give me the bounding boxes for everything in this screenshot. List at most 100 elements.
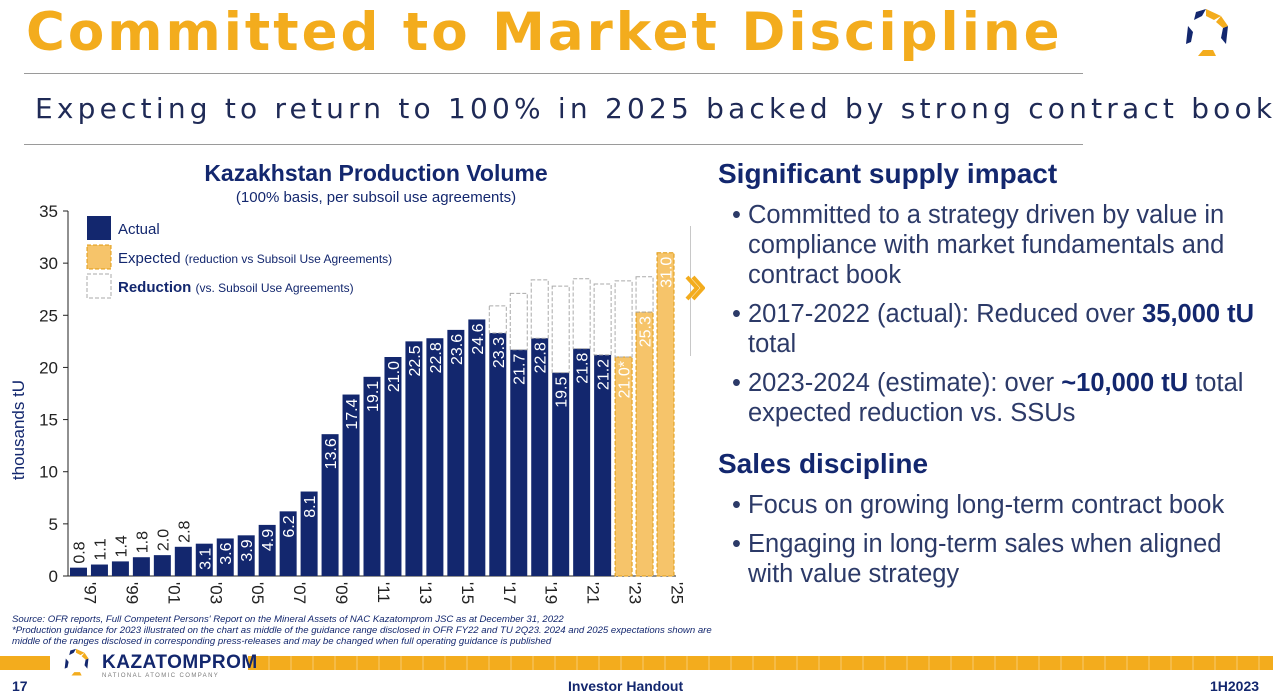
bar-value-label: 8.1 <box>302 495 319 517</box>
legend-swatch-expected <box>86 244 112 270</box>
production-chart: Kazakhstan Production Volume (100% basis… <box>9 160 687 604</box>
x-tick-label: '07 <box>290 582 309 604</box>
bar-value-label: 22.8 <box>533 342 550 373</box>
brand-logo-icon <box>64 648 89 676</box>
bar-value-label: 21.7 <box>512 354 529 385</box>
bar-value-label: 13.6 <box>323 438 340 469</box>
bar-value-label: 6.2 <box>281 515 298 537</box>
bar-value-label: 4.9 <box>260 529 277 551</box>
sales-list: Focus on growing long-term contract book… <box>732 490 1258 589</box>
bar-reduction <box>488 305 507 334</box>
x-tick-label: '09 <box>332 582 351 604</box>
bar-value-label: 19.5 <box>554 377 571 408</box>
bar-actual <box>174 546 192 576</box>
x-tick-label: '99 <box>122 582 141 604</box>
y-tick-label: 20 <box>39 358 58 377</box>
bar-actual <box>405 341 423 576</box>
supply-bullet-strategy: Committed to a strategy driven by value … <box>732 200 1258 290</box>
top-rule <box>24 73 1083 74</box>
x-tick-label: '05 <box>248 582 267 604</box>
bar-reduction <box>572 278 591 350</box>
legend-label-reduction: Reduction (vs. Subsoil Use Agreements) <box>118 279 354 296</box>
x-tick-label: '19 <box>542 582 561 604</box>
y-axis-label: thousands tU <box>9 380 28 480</box>
legend-reduction-note: (vs. Subsoil Use Agreements) <box>196 281 354 295</box>
chevron-right-icon <box>685 275 705 301</box>
subtitle-rule <box>24 144 1083 145</box>
brand-tagline: NATIONAL ATOMIC COMPANY <box>102 673 220 679</box>
x-tick-label: '01 <box>164 582 183 604</box>
bar-actual <box>489 333 507 576</box>
footer-center-label: Investor Handout <box>568 678 684 694</box>
y-tick-label: 15 <box>39 411 58 430</box>
bar-actual <box>468 319 486 576</box>
bar-value-label: 2.8 <box>176 520 193 542</box>
legend-swatch-actual <box>87 216 111 240</box>
bar-value-label: 25.3 <box>638 316 655 347</box>
bullet-text: total expected reduction vs. SSUs <box>748 369 1244 427</box>
source-note: Source: OFR reports, Full Competent Pers… <box>12 614 712 647</box>
bar-value-label: 21.8 <box>575 353 592 384</box>
legend-expected-title: Expected <box>118 250 181 267</box>
bullet-highlight: 35,000 tU <box>1142 300 1255 328</box>
bar-value-label: 31.0 <box>659 257 676 288</box>
chart-divider <box>690 226 691 356</box>
footer-period: 1H2023 <box>1210 678 1260 694</box>
supply-bullet-actual: 2017-2022 (actual): Reduced over 35,000 … <box>732 299 1258 359</box>
bar-actual <box>279 511 297 576</box>
x-tick-label: '97 <box>80 582 99 604</box>
bar-actual <box>216 538 234 576</box>
bullet-text: total <box>748 330 797 358</box>
bar-actual <box>594 354 612 576</box>
bar-value-label: 21.2 <box>596 359 613 390</box>
bar-actual <box>426 338 444 576</box>
bar-actual <box>531 338 549 576</box>
bar-actual <box>300 491 318 576</box>
legend-label-actual: Actual <box>118 221 160 238</box>
y-tick-label: 30 <box>39 254 58 273</box>
legend-swatch-reduction <box>86 273 112 299</box>
bar-actual <box>573 348 591 576</box>
bar-value-label: 2.0 <box>155 529 172 551</box>
supply-list: Committed to a strategy driven by value … <box>732 200 1258 428</box>
bar-reduction <box>551 285 570 374</box>
bar-actual <box>552 372 570 576</box>
bullet-text: 2023-2024 (estimate): over <box>748 369 1062 397</box>
bar-expected <box>656 252 675 577</box>
bar-value-label: 23.6 <box>449 334 466 365</box>
footer-band <box>248 656 1273 670</box>
bar-reduction <box>530 279 549 339</box>
bar-expected <box>635 311 654 577</box>
source-line: Source: OFR reports, Full Competent Pers… <box>12 614 564 625</box>
legend-expected-note: (reduction vs Subsoil Use Agreements) <box>185 252 392 266</box>
page-number: 17 <box>12 678 28 694</box>
supply-heading: Significant supply impact <box>718 158 1058 189</box>
page-title: Committed to Market Discipline <box>26 2 1063 63</box>
chart-title: Kazakhstan Production Volume <box>204 160 547 186</box>
x-tick-label: '25 <box>668 582 687 604</box>
y-tick-label: 25 <box>39 306 58 325</box>
bullet-text: 2017-2022 (actual): Reduced over <box>748 300 1143 328</box>
bar-value-label: 21.0* <box>617 361 634 398</box>
legend-label-expected: Expected (reduction vs Subsoil Use Agree… <box>118 250 392 267</box>
bar-value-label: 1.8 <box>134 531 151 553</box>
x-tick-label: '03 <box>206 582 225 604</box>
y-tick-label: 0 <box>49 567 58 586</box>
brand-name: KAZATOMPROM <box>102 652 258 673</box>
bar-value-label: 1.4 <box>113 535 130 557</box>
bar-value-label: 22.5 <box>407 345 424 376</box>
sales-bullet-contract: Focus on growing long-term contract book <box>732 490 1258 520</box>
bar-value-label: 3.6 <box>218 542 235 564</box>
x-tick-label: '23 <box>626 582 645 604</box>
bar-value-label: 23.3 <box>491 337 508 368</box>
x-tick-label: '21 <box>584 582 603 604</box>
x-tick-label: '15 <box>458 582 477 604</box>
bar-actual <box>111 561 129 576</box>
sales-bullet-longterm: Engaging in long-term sales when aligned… <box>732 529 1258 589</box>
y-tick-label: 5 <box>49 515 58 534</box>
chart-subtitle: (100% basis, per subsoil use agreements) <box>236 189 516 206</box>
bar-actual <box>363 376 381 576</box>
bar-actual <box>447 329 465 576</box>
bar-value-label: 22.8 <box>428 342 445 373</box>
bar-value-label: 21.0 <box>386 361 403 392</box>
